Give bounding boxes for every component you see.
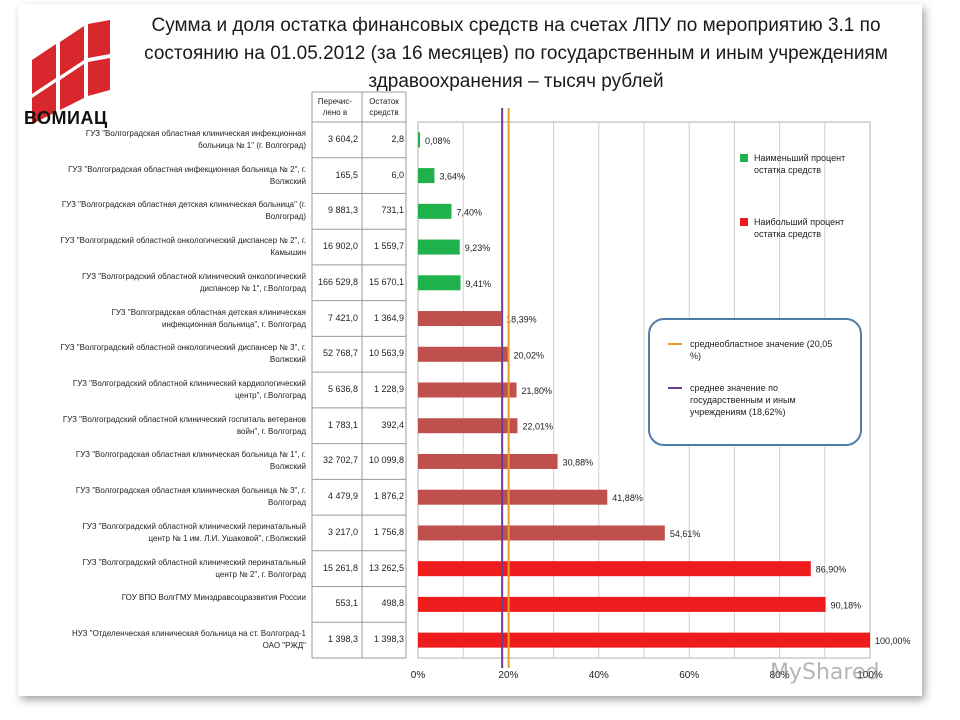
bar-value-label: 100,00% xyxy=(875,636,911,646)
bar xyxy=(418,525,665,541)
cell-transferred: 32 702,7 xyxy=(322,455,358,466)
logo-icon xyxy=(32,20,110,124)
cell-remainder: 13 262,5 xyxy=(368,562,404,573)
x-tick-label: 40% xyxy=(589,670,609,681)
x-tick-label: 20% xyxy=(498,670,518,681)
cell-remainder: 1 559,7 xyxy=(373,241,404,252)
bar-value-label: 22,01% xyxy=(522,422,553,432)
x-tick-label: 0% xyxy=(411,670,426,681)
legend-max-label: Наибольший процент остатка средств xyxy=(754,217,845,239)
row-label: ГУЗ "Волгоградский областной клинический… xyxy=(82,557,306,579)
bar xyxy=(418,132,420,148)
cell-transferred: 5 636,8 xyxy=(327,384,358,394)
cell-transferred: 1 783,1 xyxy=(327,419,358,430)
bar-value-label: 41,88% xyxy=(612,493,643,503)
logo-text: ВОМИАЦ xyxy=(24,108,108,128)
x-tick-label: 60% xyxy=(679,670,699,681)
avg-legend-lines xyxy=(668,343,682,389)
legend-min-label: Наименьший процент остатка средств xyxy=(754,153,846,175)
cell-remainder: 1 398,3 xyxy=(373,634,404,645)
watermark-text: MyShared xyxy=(770,660,880,685)
row-label: ГОУ ВПО ВолгГМУ Минздравсоцразвития Росс… xyxy=(121,593,306,603)
legend-min-swatch xyxy=(740,154,748,162)
cell-transferred: 165,5 xyxy=(335,169,358,180)
bar-value-label: 30,88% xyxy=(563,457,594,467)
x-tick-label: 100% xyxy=(857,670,883,681)
bar xyxy=(418,632,870,648)
bar-value-label: 7,40% xyxy=(456,207,482,217)
bar-value-label: 18,39% xyxy=(506,315,537,325)
cell-remainder: 498,8 xyxy=(381,598,404,609)
row-label: ГУЗ "Волгоградская областная клиническая… xyxy=(85,128,306,150)
cell-remainder: 15 670,1 xyxy=(368,276,404,287)
legend-max-swatch xyxy=(740,218,748,226)
cell-remainder: 1 228,9 xyxy=(373,384,404,394)
table-header-transferred: Перечис-лено в xyxy=(317,97,353,117)
cell-transferred: 52 768,7 xyxy=(322,348,358,359)
bar-value-label: 20,02% xyxy=(513,350,544,360)
row-label: ГУЗ "Волгоградская областная детская кли… xyxy=(61,200,306,222)
bar xyxy=(418,311,502,327)
cell-transferred: 1 398,3 xyxy=(327,634,358,645)
cell-remainder: 10 563,9 xyxy=(368,348,404,359)
row-label: ГУЗ "Волгоградская областная клиническая… xyxy=(75,486,306,508)
bar xyxy=(418,596,826,612)
row-label: ГУЗ "Волгоградская областная клиническая… xyxy=(75,450,306,472)
cell-transferred: 4 479,9 xyxy=(327,491,358,502)
bar-value-label: 0,08% xyxy=(425,136,451,146)
bar-value-label: 9,41% xyxy=(466,279,492,289)
bar xyxy=(418,168,435,184)
chart-title: Сумма и доля остатка финансовых средств … xyxy=(144,15,888,92)
cell-transferred: 553,1 xyxy=(335,598,358,609)
cell-transferred: 15 261,8 xyxy=(322,562,358,573)
cell-remainder: 6,0 xyxy=(391,169,404,180)
cell-remainder: 1 756,8 xyxy=(373,526,404,537)
bar xyxy=(418,203,452,219)
cell-remainder: 392,4 xyxy=(381,419,404,430)
row-label: ГУЗ "Волгоградский областной онкологичес… xyxy=(60,343,306,365)
row-label: ГУЗ "Волгоградская областная детская кли… xyxy=(111,307,306,329)
cell-transferred: 166 529,8 xyxy=(317,276,358,287)
cell-remainder: 731,1 xyxy=(381,205,404,216)
row-label: ГУЗ "Волгоградский областной клинический… xyxy=(81,271,306,293)
row-label: ГУЗ "Волгоградский областной клинический… xyxy=(82,521,306,543)
bar-value-label: 9,23% xyxy=(465,243,491,253)
cell-transferred: 16 902,0 xyxy=(322,241,358,252)
bar xyxy=(418,346,509,362)
bar-value-label: 90,18% xyxy=(831,600,862,610)
cell-transferred: 7 421,0 xyxy=(327,312,358,323)
bar xyxy=(418,275,461,291)
bar xyxy=(418,489,608,505)
cell-remainder: 2,8 xyxy=(391,133,404,144)
table-header-remainder: Остаток средств xyxy=(369,97,399,117)
cell-transferred: 9 881,3 xyxy=(327,205,358,216)
bar xyxy=(418,453,558,469)
cell-remainder: 1 876,2 xyxy=(373,491,404,502)
avg-region-label: среднеобластное значение (20,05 %) xyxy=(690,339,833,361)
bar xyxy=(418,382,517,398)
cell-transferred: 3 217,0 xyxy=(327,526,358,537)
row-label: НУЗ "Отделенческая клиническая больница … xyxy=(71,629,306,651)
cell-remainder: 1 364,9 xyxy=(373,312,404,323)
bar-value-label: 54,61% xyxy=(670,529,701,539)
row-label: ГУЗ "Волгоградский областной клинический… xyxy=(62,414,306,436)
avg-legend-box xyxy=(648,318,862,446)
row-label: ГУЗ "Волгоградская областная инфекционна… xyxy=(68,164,306,186)
bar-value-label: 86,90% xyxy=(816,565,847,575)
bar-value-label: 3,64% xyxy=(439,172,465,182)
row-label: ГУЗ "Волгоградский областной клинический… xyxy=(72,379,306,400)
bar xyxy=(418,561,811,577)
bar-value-label: 21,80% xyxy=(522,386,553,396)
avg-gov-label: среднее значение по государственным и ин… xyxy=(690,383,796,417)
row-label: ГУЗ "Волгоградский областной онкологичес… xyxy=(60,236,306,258)
cell-transferred: 3 604,2 xyxy=(327,133,358,144)
cell-remainder: 10 099,8 xyxy=(368,455,404,466)
bar xyxy=(418,239,460,255)
x-tick-label: 80% xyxy=(770,670,790,681)
bar xyxy=(418,418,518,434)
